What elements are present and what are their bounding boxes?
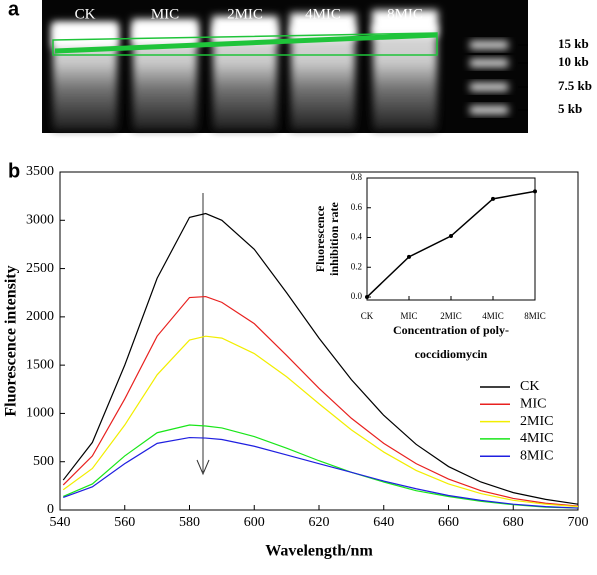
gel-image bbox=[42, 0, 528, 133]
x-tick-label: 600 bbox=[244, 515, 265, 530]
data-point bbox=[491, 196, 495, 201]
x-axis-title: Concentration of poly- bbox=[393, 323, 509, 337]
y-tick-label: 1000 bbox=[26, 406, 54, 421]
data-point bbox=[449, 234, 453, 239]
x-tick-label: MIC bbox=[400, 311, 417, 321]
ladder-band bbox=[470, 83, 508, 91]
x-tick-label: 700 bbox=[568, 515, 589, 530]
band-box bbox=[52, 32, 438, 56]
x-tick-label: 660 bbox=[438, 515, 459, 530]
gel-band bbox=[132, 19, 198, 45]
lane-label: MIC bbox=[151, 6, 179, 22]
legend-label: 4MIC bbox=[520, 431, 553, 446]
lane-label: CK bbox=[75, 6, 96, 22]
x-tick-label: 680 bbox=[503, 515, 524, 530]
y-tick-label: 2500 bbox=[26, 261, 54, 276]
x-tick-label: 2MIC bbox=[440, 311, 462, 321]
panel-label: a bbox=[8, 0, 20, 20]
gel-background bbox=[42, 0, 528, 133]
ladder-band bbox=[470, 106, 508, 114]
y-tick-label: 0.8 bbox=[351, 172, 363, 182]
y-tick-label: 0.0 bbox=[351, 291, 363, 301]
y-axis-title: Fluorescence intensity bbox=[3, 265, 20, 416]
legend-label: 8MIC bbox=[520, 448, 553, 463]
data-line bbox=[62, 212, 579, 505]
ladder-band bbox=[470, 41, 508, 49]
lane-label: 8MIC bbox=[387, 6, 423, 22]
data-line bbox=[62, 295, 579, 507]
x-tick-label: 640 bbox=[373, 515, 394, 530]
ladder-label: 5 kb bbox=[558, 101, 582, 116]
legend-label: CK bbox=[520, 379, 539, 394]
x-axis-title: coccidiomycin bbox=[415, 347, 488, 361]
gel-smear bbox=[373, 25, 437, 130]
arrow-head bbox=[196, 459, 210, 476]
y-tick-label: 0.4 bbox=[351, 232, 363, 242]
ladder-label: 10 kb bbox=[558, 54, 589, 69]
y-tick-label: 1500 bbox=[26, 357, 54, 372]
data-line bbox=[366, 190, 536, 298]
y-tick-label: 0 bbox=[47, 502, 54, 517]
data-point bbox=[533, 189, 537, 194]
data-point bbox=[407, 254, 411, 259]
y-tick-label: 2000 bbox=[26, 309, 54, 324]
y-tick-label: 3000 bbox=[26, 213, 54, 228]
y-axis-title: Fluorescence bbox=[313, 205, 327, 272]
data-line bbox=[62, 335, 579, 508]
ladder-label: 15 kb bbox=[558, 36, 589, 51]
y-tick-label: 0.2 bbox=[351, 261, 362, 271]
data-line bbox=[63, 424, 579, 509]
legend-label: MIC bbox=[520, 397, 546, 412]
y-tick-label: 0.6 bbox=[351, 202, 363, 212]
x-tick-label: 620 bbox=[309, 515, 330, 530]
x-tick-label: CK bbox=[361, 311, 374, 321]
y-axis-title: inhibition rate bbox=[327, 201, 341, 275]
panel-label: b bbox=[8, 160, 20, 182]
x-tick-label: 8MIC bbox=[524, 311, 546, 321]
x-axis-title: Wavelength/nm bbox=[265, 543, 373, 560]
x-tick-label: 540 bbox=[50, 515, 71, 530]
trend-line bbox=[54, 32, 438, 54]
ladder-label: 7.5 kb bbox=[558, 78, 592, 93]
legend-label: 2MIC bbox=[520, 414, 553, 429]
lane-label: 2MIC bbox=[227, 6, 263, 22]
gel-band bbox=[212, 16, 278, 42]
lane-label: 4MIC bbox=[305, 6, 341, 22]
y-tick-label: 3500 bbox=[26, 164, 54, 179]
x-tick-label: 560 bbox=[114, 515, 135, 530]
ladder-band bbox=[470, 59, 508, 67]
data-point bbox=[365, 295, 369, 300]
data-line bbox=[63, 436, 579, 509]
gel-band bbox=[52, 22, 118, 48]
y-tick-label: 500 bbox=[33, 454, 54, 469]
x-tick-label: 580 bbox=[179, 515, 200, 530]
gel-band bbox=[372, 10, 438, 36]
x-tick-label: 4MIC bbox=[482, 311, 504, 321]
